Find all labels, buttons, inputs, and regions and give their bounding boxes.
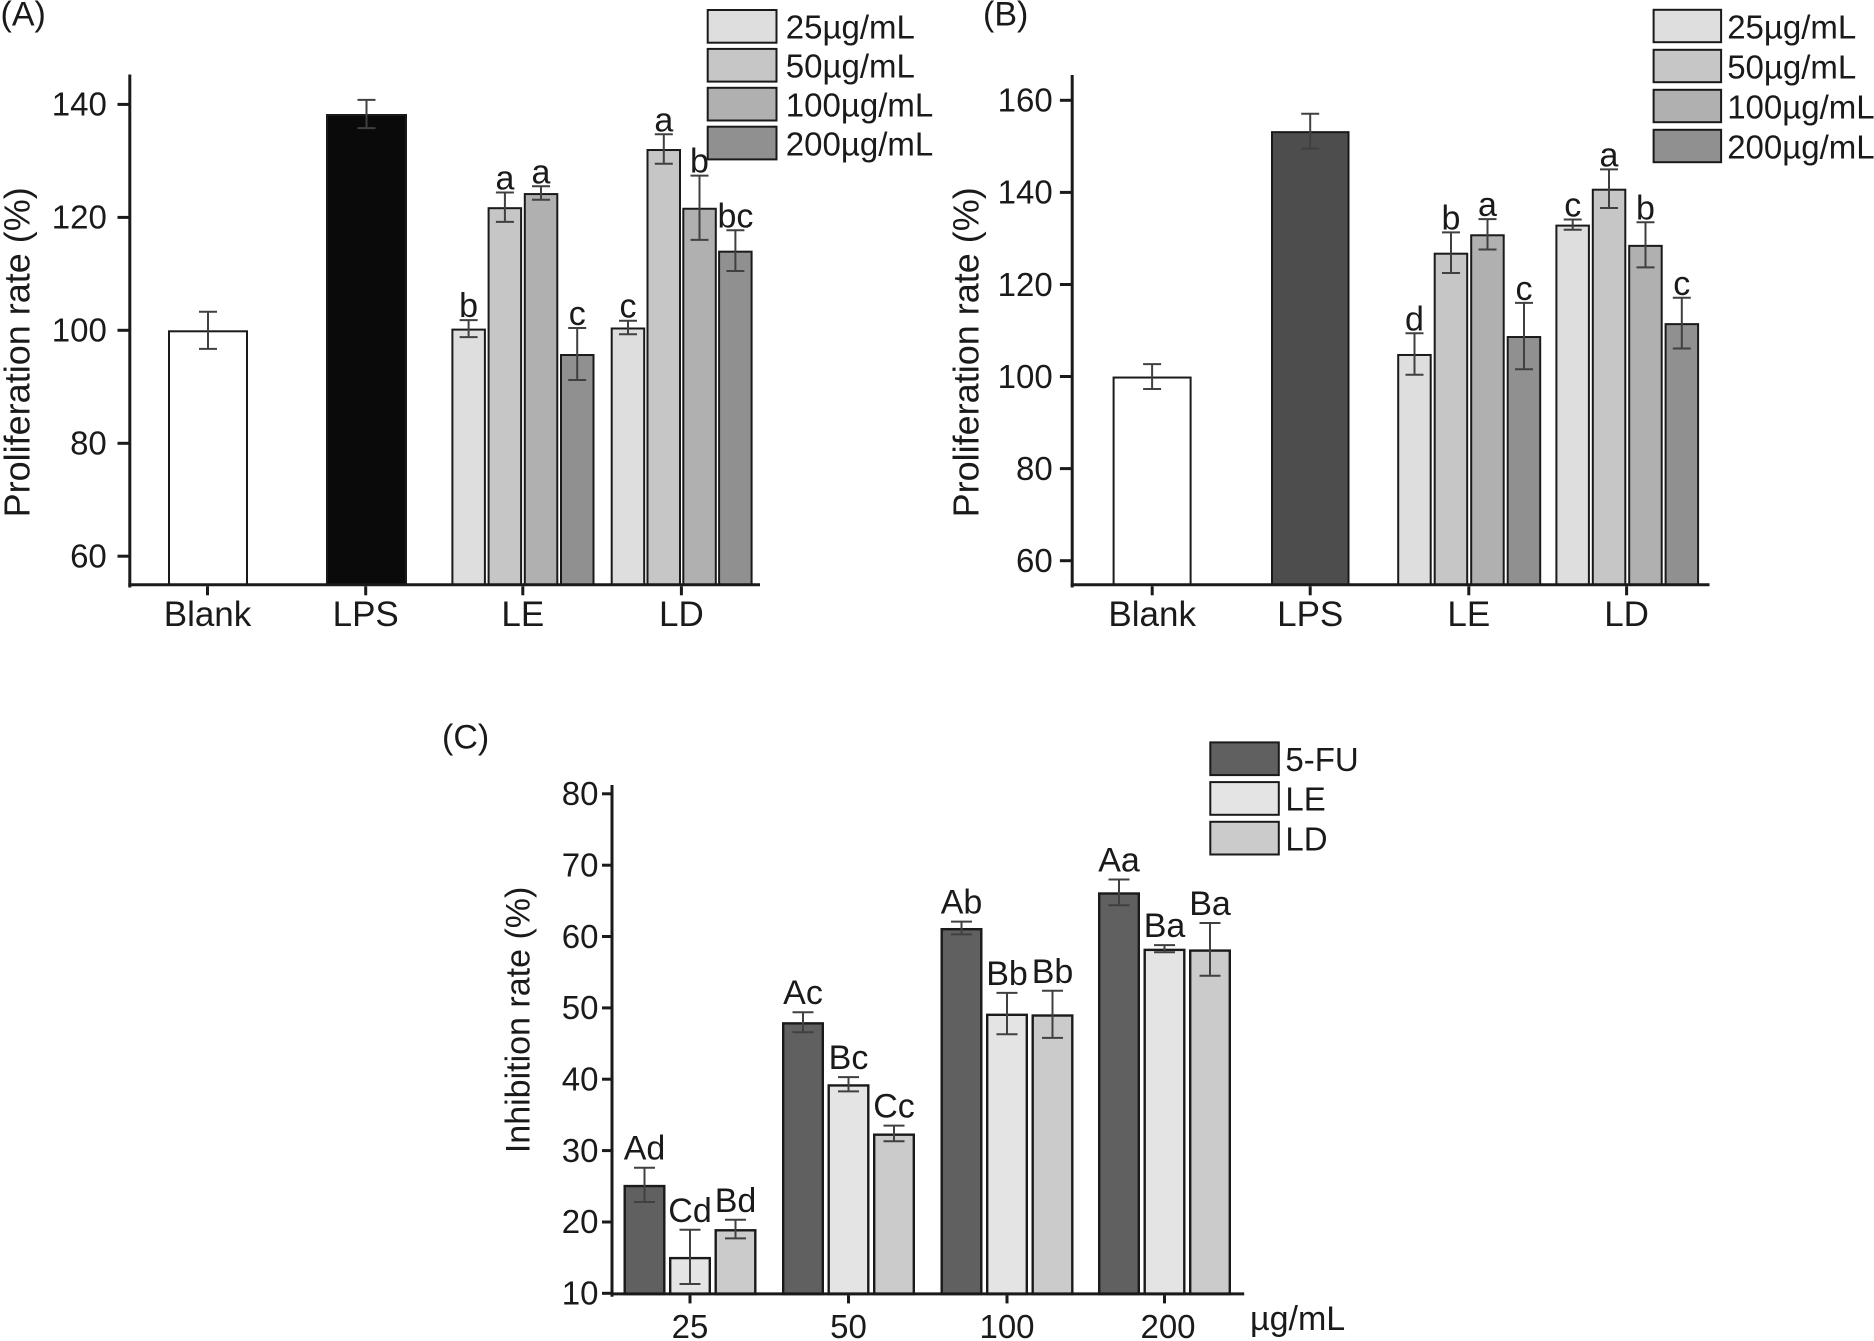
svg-text:Inhibition rate (%): Inhibition rate (%) [500, 887, 538, 1153]
svg-text:140: 140 [998, 174, 1053, 211]
svg-text:Bd: Bd [715, 1182, 757, 1220]
svg-text:200µg/mL: 200µg/mL [1727, 128, 1874, 165]
svg-text:c: c [1516, 270, 1533, 308]
svg-text:80: 80 [562, 775, 599, 812]
svg-text:Ad: Ad [624, 1130, 666, 1168]
svg-text:Cc: Cc [873, 1088, 915, 1126]
svg-text:LPS: LPS [1277, 595, 1343, 634]
svg-text:Proliferation rate (%): Proliferation rate (%) [0, 187, 38, 517]
svg-text:160: 160 [998, 82, 1053, 119]
svg-text:(C): (C) [442, 718, 489, 756]
svg-text:30: 30 [562, 1132, 599, 1169]
svg-text:LD: LD [659, 595, 704, 634]
svg-text:d: d [1405, 300, 1424, 338]
svg-text:40: 40 [562, 1061, 599, 1098]
svg-text:Proliferation rate (%): Proliferation rate (%) [946, 187, 987, 517]
svg-text:10: 10 [562, 1275, 599, 1312]
svg-text:100: 100 [52, 312, 107, 349]
svg-text:25: 25 [672, 1308, 709, 1341]
svg-text:60: 60 [70, 538, 107, 575]
svg-text:50: 50 [830, 1308, 867, 1341]
svg-text:LD: LD [1604, 595, 1649, 634]
svg-text:b: b [1442, 199, 1461, 237]
svg-text:25µg/mL: 25µg/mL [786, 9, 915, 46]
svg-text:Ac: Ac [783, 974, 823, 1012]
svg-text:LE: LE [501, 595, 544, 634]
svg-text:140: 140 [52, 86, 107, 123]
svg-text:b: b [690, 143, 709, 181]
svg-text:Ab: Ab [941, 884, 983, 922]
svg-text:c: c [569, 295, 586, 333]
svg-text:60: 60 [1016, 542, 1053, 579]
svg-text:(B): (B) [983, 0, 1028, 34]
svg-text:50µg/mL: 50µg/mL [1727, 48, 1856, 85]
svg-text:Aa: Aa [1098, 842, 1140, 880]
svg-text:bc: bc [717, 197, 753, 235]
svg-text:b: b [459, 287, 478, 325]
svg-text:Ba: Ba [1144, 907, 1186, 945]
svg-text:60: 60 [562, 918, 599, 955]
svg-text:Blank: Blank [164, 595, 252, 634]
svg-text:100: 100 [998, 358, 1053, 395]
svg-text:20: 20 [562, 1203, 599, 1240]
svg-text:LE: LE [1447, 595, 1490, 634]
svg-text:Ba: Ba [1189, 885, 1231, 923]
svg-text:100: 100 [979, 1308, 1034, 1341]
svg-text:100µg/mL: 100µg/mL [786, 86, 933, 123]
svg-text:80: 80 [70, 425, 107, 462]
svg-text:50µg/mL: 50µg/mL [786, 48, 915, 85]
svg-text:c: c [620, 288, 637, 326]
svg-text:LE: LE [1285, 781, 1325, 818]
svg-text:100µg/mL: 100µg/mL [1727, 88, 1874, 125]
svg-text:b: b [1636, 189, 1655, 227]
svg-text:c: c [1673, 265, 1690, 303]
svg-text:80: 80 [1016, 450, 1053, 487]
svg-text:Blank: Blank [1108, 595, 1196, 634]
svg-text:Bc: Bc [829, 1039, 869, 1077]
svg-text:50: 50 [562, 989, 599, 1026]
svg-text:(A): (A) [1, 0, 46, 34]
svg-text:a: a [1478, 186, 1497, 224]
svg-text:LD: LD [1285, 820, 1327, 857]
svg-text:LPS: LPS [333, 595, 399, 634]
svg-text:a: a [654, 101, 673, 139]
svg-text:Bb: Bb [986, 955, 1028, 993]
svg-text:200: 200 [1140, 1308, 1195, 1341]
svg-text:a: a [1600, 136, 1619, 174]
svg-text:c: c [1564, 187, 1581, 225]
svg-text:Bb: Bb [1032, 953, 1074, 991]
svg-text:Cd: Cd [668, 1192, 711, 1230]
svg-text:70: 70 [562, 847, 599, 884]
svg-text:a: a [532, 153, 551, 191]
svg-text:200µg/mL: 200µg/mL [786, 125, 933, 162]
svg-text:120: 120 [998, 266, 1053, 303]
svg-text:5-FU: 5-FU [1285, 741, 1358, 778]
svg-text:120: 120 [52, 199, 107, 236]
svg-text:a: a [495, 160, 514, 198]
svg-text:25µg/mL: 25µg/mL [1727, 8, 1856, 45]
svg-text:µg/mL: µg/mL [1250, 1300, 1345, 1338]
